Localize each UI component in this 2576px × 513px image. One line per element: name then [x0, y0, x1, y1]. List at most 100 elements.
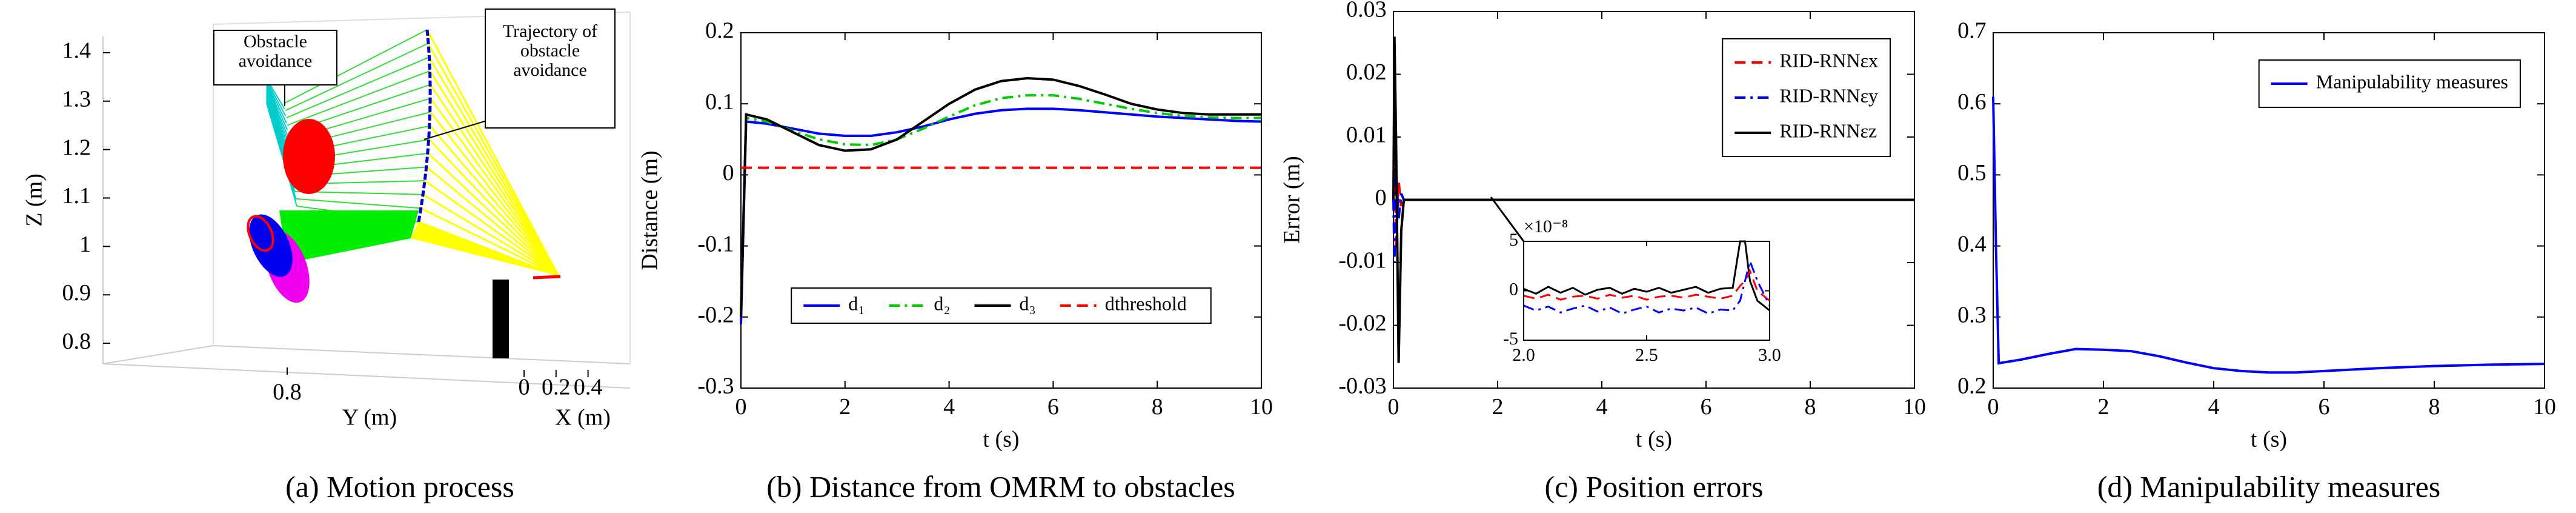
z-tick-label: 1	[79, 232, 91, 257]
fan-line	[426, 29, 560, 277]
legend-label: RID-RNNεx	[1779, 49, 1878, 71]
annotation-box: Obstacle avoidance	[213, 30, 337, 86]
x-tick-label: 0	[735, 394, 747, 420]
caption: (d) Manipulability measures	[2097, 469, 2441, 503]
x-tick-label: 2.5	[1635, 345, 1658, 365]
fan-line	[420, 207, 559, 277]
z-tick-label: 1.3	[62, 87, 91, 112]
series-line	[1523, 258, 1771, 315]
yellow-wedge	[411, 222, 559, 276]
x-axis-label: X (m)	[555, 405, 611, 431]
x-tick-label: 3.0	[1758, 345, 1781, 365]
fan-line	[428, 56, 560, 277]
series-line	[1523, 240, 1770, 312]
x-tick-label: 4	[2208, 394, 2220, 420]
y-tick-label: -0.02	[1338, 310, 1386, 336]
x-tick-label: 6	[1701, 394, 1712, 420]
fan-line	[427, 152, 560, 277]
legend-label: dthreshold	[1105, 292, 1187, 314]
fan-line	[266, 84, 288, 130]
x-tick-label: 8	[1805, 394, 1816, 420]
series-line	[1392, 168, 1914, 263]
y-tick-label: -0.2	[697, 303, 734, 328]
legend: RID-RNNεx RID-RNNεy RID-RNNεz	[1722, 38, 1891, 157]
red-link	[247, 215, 274, 252]
fan-line	[424, 179, 559, 277]
z-tick-label: 0.8	[62, 329, 91, 354]
inset-arrow	[1490, 196, 1525, 242]
fan-line	[286, 56, 430, 119]
x-axis-label: t (s)	[2251, 427, 2287, 452]
y-tick-label: 0.03	[1346, 0, 1387, 22]
annotation-box: Trajectory of obstacle avoidance	[485, 8, 616, 129]
fan-line	[426, 166, 559, 277]
x-tick-label: 0.4	[574, 375, 603, 400]
series-line	[1523, 269, 1770, 301]
caption: (b) Distance from OMRM to obstacles	[766, 469, 1235, 503]
legend-label: d₃	[1020, 292, 1036, 314]
fan-line	[296, 198, 421, 209]
x-tick-label: 8	[2429, 394, 2440, 420]
end-effector	[533, 275, 561, 280]
x-tick-label: 0	[1388, 394, 1399, 420]
legend: Manipulability measures	[2258, 59, 2521, 108]
robot-scene: Obstacle avoidance Trajectory of obstacl…	[102, 8, 631, 389]
plot-frame	[740, 32, 1262, 389]
x-tick-label: 8	[1152, 394, 1163, 420]
y-tick-label: 0	[1375, 185, 1387, 210]
y-tick-label: 0.5	[1957, 160, 1987, 186]
z-tick-label: 1.1	[62, 183, 91, 209]
fan-line	[266, 86, 289, 138]
x-tick-label: 2	[2098, 394, 2110, 420]
y-tick-label: 0.01	[1346, 122, 1387, 148]
fan-line	[266, 102, 297, 207]
green-block	[279, 210, 419, 263]
annotation-arrow	[423, 121, 485, 140]
y-tick-label: 0.2	[1957, 374, 1987, 399]
fan-line	[429, 125, 560, 277]
series-line	[740, 94, 1261, 310]
x-tick-label: 6	[1047, 394, 1059, 420]
fan-line	[285, 42, 429, 112]
caption: (a) Motion process	[285, 469, 514, 503]
series-line	[1992, 96, 2545, 374]
z-tick-label: 1.4	[62, 38, 91, 64]
caption: (c) Position errors	[1544, 469, 1763, 503]
y-axis-label: Y (m)	[342, 405, 397, 431]
x-tick-label: 10	[1250, 394, 1273, 420]
y-tick-label: -0.1	[697, 231, 734, 256]
y-tick-label: -0.01	[1338, 248, 1386, 273]
fan-line	[284, 29, 428, 104]
y-tick-label: 0.6	[1957, 89, 1987, 115]
y-tick-label: 0.1	[705, 89, 734, 115]
y-tick-label: 0	[1509, 279, 1518, 299]
fan-line	[428, 139, 560, 277]
legend-label: d₂	[934, 292, 950, 314]
series-line	[740, 77, 1261, 317]
fan-line	[266, 80, 287, 116]
y-tick-label: -5	[1503, 329, 1518, 349]
box-edge	[102, 344, 631, 364]
y-tick-label: -0.03	[1338, 374, 1386, 399]
fan-line	[430, 84, 560, 277]
z-tick-label: 1.2	[62, 135, 91, 160]
fan-line	[429, 70, 560, 277]
y-tick-label: 0.4	[1957, 231, 1987, 256]
fan-line	[430, 98, 560, 277]
x-tick-label: 2	[1492, 394, 1504, 420]
legend-label: RID-RNNεz	[1779, 119, 1877, 141]
x-tick-label: 4	[1596, 394, 1608, 420]
legend-label: d₁	[848, 292, 865, 314]
x-axis-label: t (s)	[983, 427, 1019, 452]
pillar	[493, 280, 509, 358]
x-tick-label: 10	[1903, 394, 1926, 420]
legend-label: Manipulability measures	[2316, 70, 2508, 92]
legend-box	[791, 287, 1212, 324]
fan-line	[266, 87, 290, 144]
x-tick-label: 10	[2533, 394, 2556, 420]
annotation: Obstacle avoidance	[213, 30, 337, 86]
x-tick-label: 2.0	[1512, 345, 1535, 365]
series-line	[740, 107, 1262, 324]
